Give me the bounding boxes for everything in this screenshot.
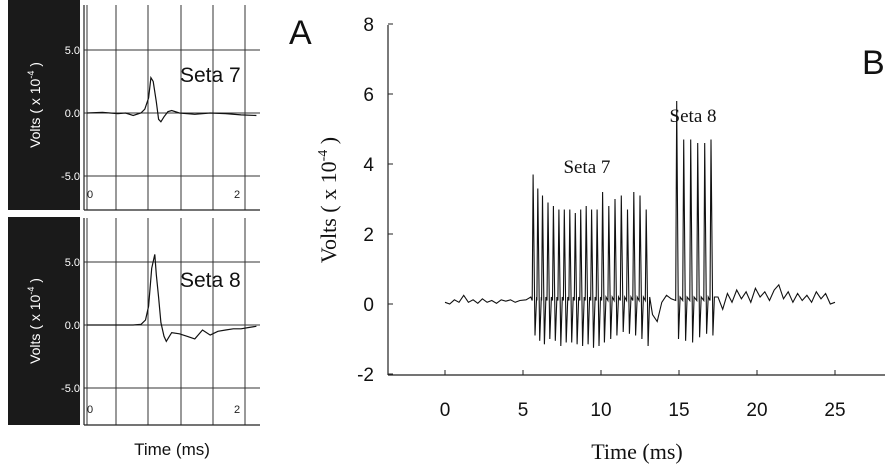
x-tick-label: 15 [668,400,689,421]
panel-b: -2 0 2 4 6 8 0 5 10 15 20 25 Time (ms) Volts ( x 10-4… [316,15,885,464]
y-tick-label: 5.0 [65,45,80,57]
x-tick-label: 2 [234,404,240,416]
trace-line [87,254,257,343]
x-axis-label: Time (ms) [591,439,682,464]
trace-line [444,100,836,348]
y-tick-label: 0 [363,295,374,316]
y-tick-label: 5.0 [65,257,80,269]
panel-a-subplot-bottom: 5.0 0.0 -5.0 0 2 Volts ( x 10-4 ) Seta 8 Time (… [8,217,260,459]
y-tick-label: 4 [363,155,374,176]
trace-line [86,75,257,123]
x-tick-label: 0 [440,400,451,421]
y-axis-label: Volts ( x 10-4 ) [316,137,341,263]
y-tick-label: 0.0 [65,108,80,120]
x-tick-label: 0 [87,189,93,201]
y-axis-label: Volts ( x 10-4 ) [26,62,43,148]
ylabel-block [8,217,80,425]
y-tick-label: 2 [363,225,374,246]
y-tick-label: 8 [363,15,374,36]
panel-a-subplot-top: 5.0 0.0 -5.0 0 2 Volts ( x 10-4 ) Seta 7 [8,0,260,211]
x-tick-label: 2 [234,189,240,201]
y-axis-label: Volts ( x 10-4 ) [26,278,43,364]
x-tick-label: 0 [87,404,93,416]
x-tick-label: 5 [518,400,529,421]
x-axis-label: Time (ms) [134,440,210,459]
panel-letter-a: A [289,14,312,52]
ylabel-block [8,0,80,210]
x-tick-label: 25 [824,400,845,421]
series-label: Seta 8 [180,269,241,292]
x-tick-label: 10 [590,400,611,421]
annotation-seta-7: Seta 7 [563,157,610,178]
panel-letter-b: B [862,44,885,82]
y-tick-label: 6 [363,85,374,106]
y-tick-label: -5.0 [61,383,80,395]
y-tick-label: -5.0 [61,171,80,183]
annotation-seta-8: Seta 8 [670,106,717,127]
series-label: Seta 7 [180,64,241,87]
x-tick-label: 20 [746,400,767,421]
y-tick-label: 0.0 [65,320,80,332]
y-tick-label: -2 [357,365,374,386]
